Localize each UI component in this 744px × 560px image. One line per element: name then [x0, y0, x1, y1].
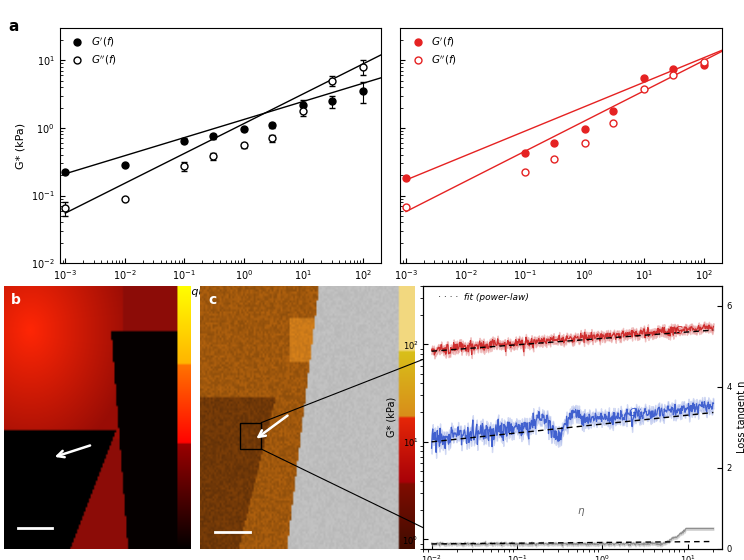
Text: $G'$: $G'$	[675, 324, 687, 337]
Bar	[240, 423, 261, 449]
Text: a: a	[8, 18, 19, 34]
Text: · · · ·  fit (power-law): · · · · fit (power-law)	[438, 293, 529, 302]
Text: c: c	[208, 293, 217, 307]
Y-axis label: G* (kPa): G* (kPa)	[387, 397, 397, 437]
Legend: $G'(f)$, $G''(f)$: $G'(f)$, $G''(f)$	[65, 33, 119, 69]
Text: $\eta$: $\eta$	[577, 506, 585, 519]
Text: $G''$: $G''$	[628, 407, 643, 419]
X-axis label: frequency (kHz): frequency (kHz)	[176, 287, 265, 297]
Y-axis label: Loss tangent η: Loss tangent η	[737, 381, 744, 454]
Text: b: b	[11, 293, 21, 307]
X-axis label: frequency (kHz): frequency (kHz)	[516, 287, 606, 297]
Legend: $G'(f)$, $G''(f)$: $G'(f)$, $G''(f)$	[405, 33, 460, 69]
Y-axis label: G* (kPa): G* (kPa)	[16, 123, 25, 169]
